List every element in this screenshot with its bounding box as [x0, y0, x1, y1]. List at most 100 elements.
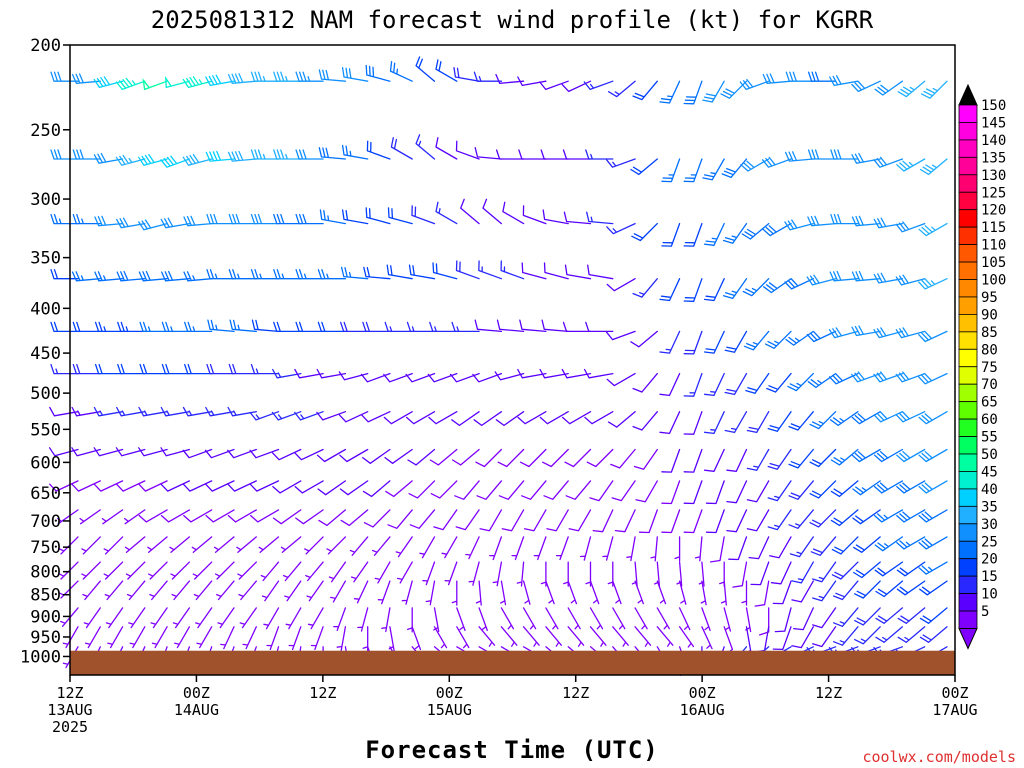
wind-barb [363, 509, 391, 528]
wind-barb [589, 480, 614, 502]
wind-barb [363, 266, 391, 280]
colorbar-tick-label: 70 [981, 377, 998, 393]
wind-barb [561, 411, 592, 425]
wind-barb [383, 372, 413, 383]
wind-barb [468, 561, 480, 586]
wind-barb [473, 71, 503, 82]
wind-barb [94, 363, 124, 375]
wind-barb [405, 411, 436, 425]
wind-barb [271, 411, 302, 421]
wind-barb [341, 144, 369, 160]
wind-barb [774, 607, 792, 633]
wind-barb [333, 607, 347, 632]
wind-barb [192, 561, 213, 580]
wind-barb [589, 580, 600, 605]
wind-barb [918, 536, 948, 550]
colorbar-tick-label: 105 [981, 255, 1006, 271]
x-axis-label: Forecast Time (UTC) [365, 736, 659, 764]
wind-barb [918, 222, 948, 237]
x-tick-label: 00Z [689, 684, 716, 702]
wind-barb [341, 67, 369, 82]
wind-barb [683, 158, 703, 183]
wind-barb [405, 372, 436, 383]
wind-barb [456, 626, 470, 649]
wind-barb [539, 80, 569, 91]
wind-barb [746, 509, 770, 532]
wind-barb [161, 363, 191, 375]
wind-barb [338, 371, 369, 381]
wind-barb [874, 536, 904, 552]
wind-barb [854, 607, 881, 626]
wind-barb [767, 411, 792, 432]
wind-barb [237, 561, 257, 580]
colorbar-tick-label: 110 [981, 238, 1006, 254]
wind-barb [806, 274, 837, 286]
wind-barb [809, 411, 837, 430]
wind-barb [229, 319, 257, 333]
wind-barb [659, 372, 681, 397]
wind-barb [249, 480, 280, 492]
wind-barb [451, 411, 480, 427]
wind-barb [851, 371, 881, 383]
wind-barb [174, 626, 191, 649]
wind-barb [422, 561, 436, 586]
wind-barb [383, 411, 413, 425]
wind-barb [518, 149, 547, 160]
wind-barb [678, 580, 687, 605]
wind-barb [873, 327, 904, 339]
wind-barb [767, 448, 792, 470]
wind-barb [896, 158, 926, 172]
wind-barb [854, 580, 881, 599]
wind-barb [138, 509, 168, 523]
colorbar-tick-label: 55 [981, 430, 998, 446]
wind-barb [117, 321, 146, 333]
wind-barb [851, 448, 881, 463]
wind-barb [522, 580, 531, 605]
wind-barb [785, 330, 814, 346]
colorbar-tick-label: 65 [981, 395, 998, 411]
wind-barb [791, 626, 814, 649]
wind-barb [451, 580, 458, 606]
wind-barb [720, 80, 748, 99]
wind-barb [115, 480, 146, 492]
wind-barb [830, 448, 859, 466]
colorbar-tick-label: 40 [981, 482, 998, 498]
wind-barb [766, 372, 792, 393]
wind-barb [875, 580, 904, 598]
wind-barb [541, 319, 569, 333]
y-tick-label: 800 [30, 563, 61, 583]
wind-barb [125, 561, 146, 580]
wind-barb [184, 321, 213, 333]
wind-barb [633, 448, 658, 470]
wind-barb [772, 580, 792, 605]
wind-barb [746, 480, 770, 503]
wind-barb [694, 536, 703, 562]
wind-barb [920, 80, 948, 99]
wind-barb [362, 480, 391, 498]
y-tick-label: 400 [30, 299, 61, 319]
wind-barb [330, 580, 347, 603]
wind-barb [586, 448, 614, 468]
wind-barb [478, 260, 503, 280]
wind-barb [830, 480, 859, 498]
x-tick-label: 14AUG [174, 701, 219, 719]
wind-barb [561, 80, 592, 93]
wind-barb [812, 580, 837, 602]
wind-barb [272, 480, 302, 494]
wind-barb [607, 411, 636, 428]
wind-barb [895, 221, 926, 233]
wind-barb [739, 78, 770, 91]
wind-barb [419, 536, 436, 559]
wind-barb [750, 561, 770, 586]
wind-barb [250, 149, 280, 160]
wind-barb [250, 213, 280, 225]
y-tick-label: 600 [30, 453, 61, 473]
colorbar-tick-label: 135 [981, 150, 1006, 166]
wind-barb [407, 448, 436, 466]
wind-barb [81, 536, 101, 555]
wind-barb [117, 363, 146, 375]
wind-barb [72, 213, 101, 225]
wind-barb [182, 153, 213, 166]
wind-barb [494, 371, 525, 381]
wind-barb [138, 153, 168, 166]
